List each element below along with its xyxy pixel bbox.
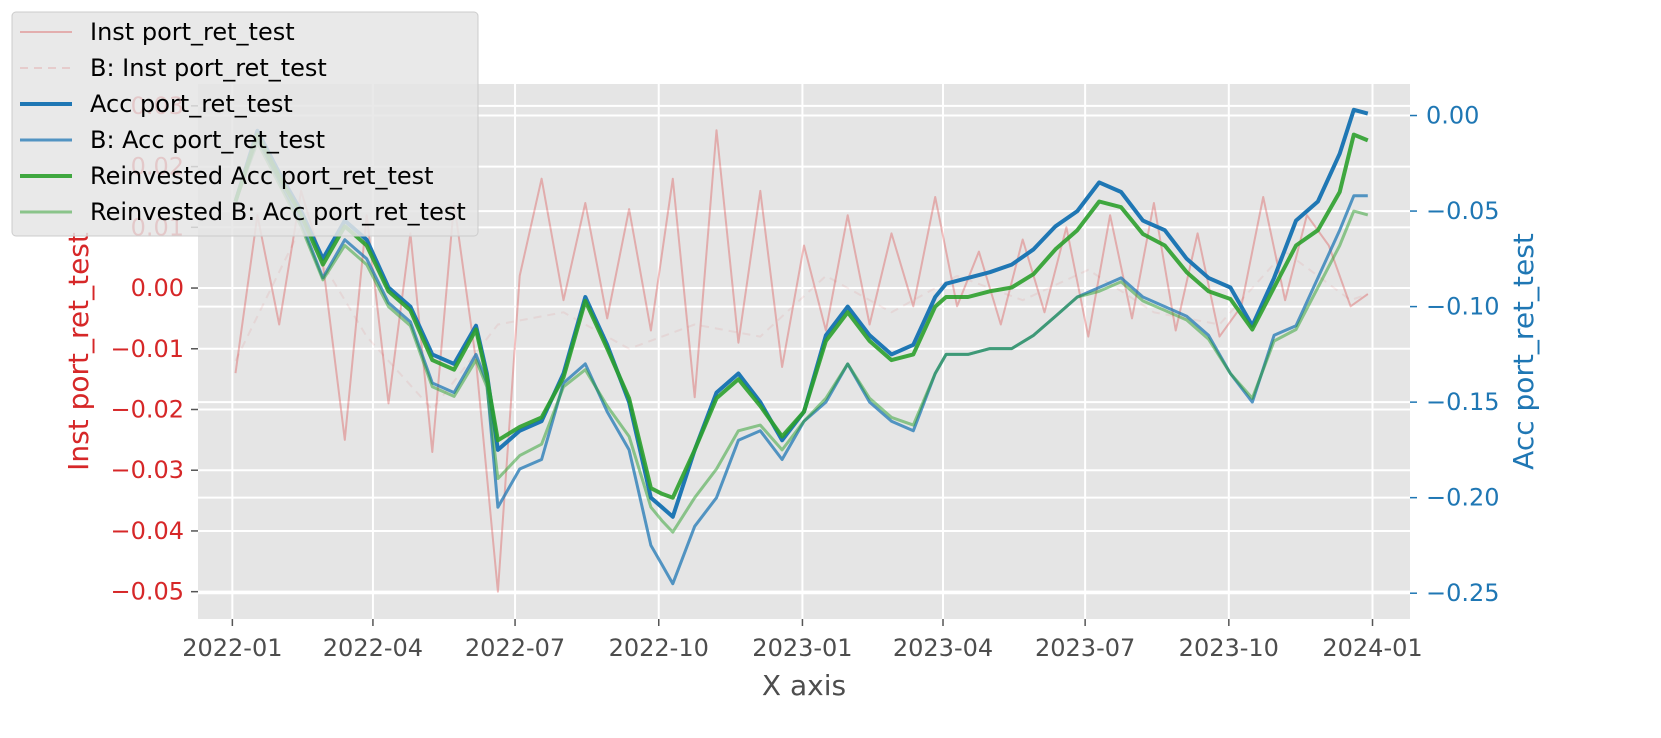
legend-label-4: B: Acc port_ret_test: [90, 126, 325, 154]
x-axis-title: X axis: [762, 669, 846, 702]
x-tick-label: 2022-04: [323, 634, 423, 662]
right-axis-title: Acc port_ret_test: [1507, 233, 1540, 470]
left-axis-title: Inst port_ret_test: [62, 232, 95, 471]
x-tick-label: 2023-04: [893, 634, 993, 662]
series-line-1: [234, 129, 1369, 593]
right-tick-label: −0.10: [1426, 293, 1500, 321]
series-line-4: [234, 137, 1368, 586]
left-tick-label: 0.00: [131, 274, 184, 302]
x-tick-label: 2024-01: [1322, 634, 1422, 662]
x-tick-label: 2023-07: [1035, 634, 1135, 662]
right-tick-label: −0.25: [1426, 579, 1500, 607]
right-tick-label: 0.00: [1426, 102, 1479, 130]
legend-label-1: Inst port_ret_test: [90, 18, 295, 46]
grid: [198, 84, 1410, 619]
left-tick-label: −0.01: [110, 335, 184, 363]
right-tick-label: −0.15: [1426, 388, 1500, 416]
right-tick-label: −0.20: [1426, 484, 1500, 512]
legend-label-6: Reinvested B: Acc port_ret_test: [90, 198, 466, 226]
left-tick-label: −0.03: [110, 456, 184, 484]
left-tick-label: −0.02: [110, 395, 184, 423]
legend: Inst port_ret_test B: Inst port_ret_test A…: [11, 11, 479, 237]
legend-label-2: B: Inst port_ret_test: [90, 54, 327, 82]
right-axis-ticks: −0.25 −0.20 −0.15 −0.10 −0.05 0.00: [1410, 102, 1500, 607]
series-line-6: [234, 140, 1369, 534]
legend-label-5: Reinvested Acc port_ret_test: [90, 162, 434, 190]
series-line-5: [233, 132, 1369, 500]
x-tick-label: 2022-07: [465, 634, 565, 662]
legend-box: [11, 11, 479, 237]
x-tick-label: 2023-10: [1179, 634, 1279, 662]
right-tick-label: −0.05: [1426, 197, 1500, 225]
x-tick-label: 2022-01: [182, 634, 282, 662]
x-tick-label: 2022-10: [609, 634, 709, 662]
left-tick-label: −0.05: [110, 578, 184, 606]
x-tick-label: 2023-01: [752, 634, 852, 662]
legend-label-3: Acc port_ret_test: [90, 90, 293, 118]
series: [233, 107, 1369, 593]
left-tick-label: −0.04: [110, 517, 184, 545]
x-axis-ticks: 2022-01 2022-04 2022-07 2022-10 2023-01 2023-…: [182, 619, 1423, 662]
